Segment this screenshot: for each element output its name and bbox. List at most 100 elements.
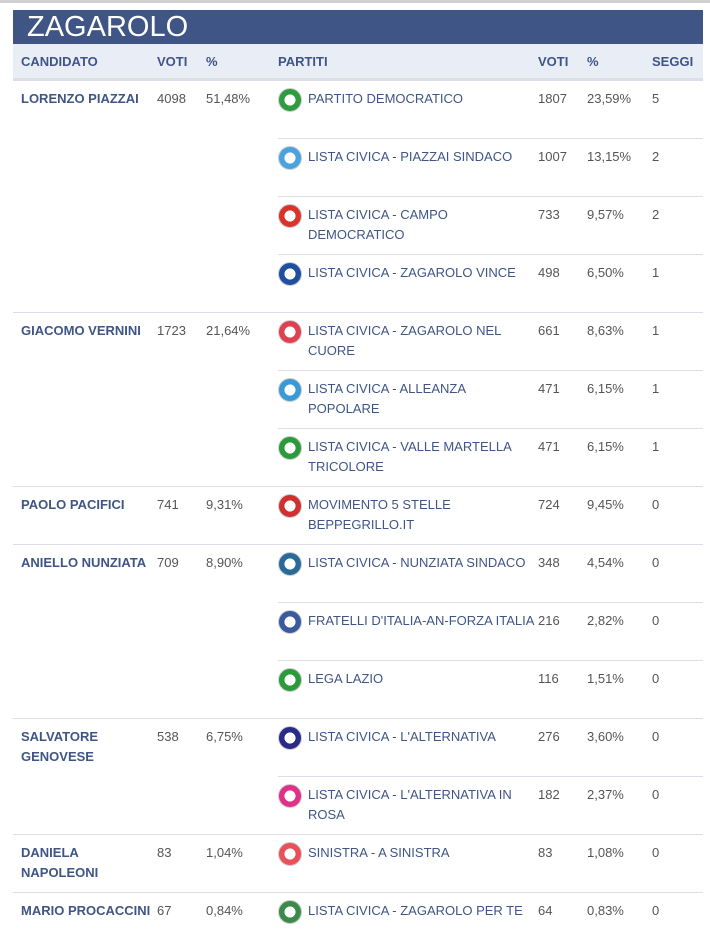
party-logo-icon	[278, 204, 302, 228]
table-row: GIACOMO VERNINI 1723 21,64% LISTA CIVICA …	[13, 313, 703, 371]
candidate-name: SALVATORE GENOVESE	[21, 719, 157, 776]
party-pct: 2,82%	[587, 603, 652, 660]
party-seats: 1	[652, 255, 703, 312]
candidate-pct: 21,64%	[206, 313, 278, 370]
candidate-votes: 709	[157, 545, 206, 602]
party-pct: 13,15%	[587, 139, 652, 196]
party-pct: 2,37%	[587, 777, 652, 834]
header-candidate: CANDIDATO	[13, 44, 157, 80]
candidate-votes: 538	[157, 719, 206, 776]
candidate-pct: 0,84%	[206, 893, 278, 950]
party-votes: 724	[538, 487, 587, 544]
header-pct: %	[206, 44, 278, 80]
candidate-pct: 6,75%	[206, 719, 278, 776]
party-pct: 6,50%	[587, 255, 652, 312]
party-votes: 348	[538, 545, 587, 602]
party-votes: 64	[538, 893, 587, 950]
table-row: ANIELLO NUNZIATA 709 8,90%LISTA CIVICA -…	[13, 545, 703, 603]
party-name: LISTA CIVICA - ZAGAROLO VINCE	[308, 263, 516, 312]
party-seats: 0	[652, 835, 703, 892]
party-votes: 661	[538, 313, 587, 370]
party-votes: 471	[538, 429, 587, 486]
table-row: LORENZO PIAZZAI 4098 51,48%PARTITO DEMOC…	[13, 80, 703, 139]
candidate-votes: 4098	[157, 81, 206, 138]
candidate-votes: 741	[157, 487, 206, 544]
party-name: LISTA CIVICA - VALLE MARTELLA TRICOLORE	[308, 437, 538, 486]
party-name: LISTA CIVICA - PIAZZAI SINDACO	[308, 147, 512, 196]
table-row: SALVATORE GENOVESE 538 6,75% LISTA CIVICA…	[13, 719, 703, 777]
party-pct: 6,15%	[587, 371, 652, 428]
party-votes: 83	[538, 835, 587, 892]
header-votes: VOTI	[157, 44, 206, 80]
party-logo-icon	[278, 436, 302, 460]
party-pct: 6,15%	[587, 429, 652, 486]
candidate-votes: 67	[157, 893, 206, 950]
party-seats: 1	[652, 371, 703, 428]
candidate-name: DANIELA NAPOLEONI	[21, 835, 157, 892]
party-pct: 3,60%	[587, 719, 652, 776]
party-seats: 1	[652, 429, 703, 486]
window-top-border	[0, 0, 710, 3]
party-name: FRATELLI D'ITALIA-AN-FORZA ITALIA	[308, 611, 534, 660]
candidate-pct: 51,48%	[206, 81, 278, 138]
candidate-pct: 9,31%	[206, 487, 278, 544]
party-logo-icon	[278, 900, 302, 924]
party-name: LISTA CIVICA - ALLEANZA POPOLARE	[308, 379, 538, 428]
party-logo-icon	[278, 784, 302, 808]
party-logo-icon	[278, 668, 302, 692]
header-party-pct: %	[587, 44, 652, 80]
party-logo-icon	[278, 146, 302, 170]
party-seats: 2	[652, 197, 703, 254]
results-table: CANDIDATO VOTI % PARTITI VOTI % SEGGI LO…	[13, 44, 703, 950]
party-name: LISTA CIVICA - L'ALTERNATIVA	[308, 727, 496, 776]
party-name: PARTITO DEMOCRATICO	[308, 89, 463, 138]
party-name: LISTA CIVICA - CAMPO DEMOCRATICO	[308, 205, 538, 254]
party-votes: 498	[538, 255, 587, 312]
party-seats: 0	[652, 487, 703, 544]
party-seats: 0	[652, 893, 703, 950]
party-votes: 216	[538, 603, 587, 660]
candidate-name: GIACOMO VERNINI	[21, 313, 157, 370]
party-votes: 1807	[538, 81, 587, 138]
results-panel: ZAGAROLO CANDIDATO VOTI % PARTITI VOTI %…	[13, 10, 703, 950]
party-votes: 276	[538, 719, 587, 776]
party-name: LISTA CIVICA - ZAGAROLO PER TE	[308, 901, 523, 950]
page-title: ZAGAROLO	[13, 10, 703, 44]
candidate-votes: 1723	[157, 313, 206, 370]
party-pct: 1,08%	[587, 835, 652, 892]
party-pct: 8,63%	[587, 313, 652, 370]
candidate-name: MARIO PROCACCINI	[21, 893, 157, 950]
party-name: LEGA LAZIO	[308, 669, 383, 718]
party-pct: 9,57%	[587, 197, 652, 254]
party-pct: 4,54%	[587, 545, 652, 602]
party-name: MOVIMENTO 5 STELLE BEPPEGRILLO.IT	[308, 495, 538, 544]
party-pct: 9,45%	[587, 487, 652, 544]
party-seats: 0	[652, 719, 703, 776]
party-pct: 0,83%	[587, 893, 652, 950]
party-name: LISTA CIVICA - ZAGAROLO NEL CUORE	[308, 321, 538, 370]
party-votes: 471	[538, 371, 587, 428]
party-logo-icon	[278, 610, 302, 634]
party-votes: 733	[538, 197, 587, 254]
candidate-pct: 8,90%	[206, 545, 278, 602]
party-name: LISTA CIVICA - NUNZIATA SINDACO	[308, 553, 525, 602]
candidate-pct: 1,04%	[206, 835, 278, 892]
candidate-votes: 83	[157, 835, 206, 892]
party-seats: 1	[652, 313, 703, 370]
table-row: MARIO PROCACCINI 67 0,84% LISTA CIVICA - …	[13, 893, 703, 950]
party-seats: 0	[652, 661, 703, 718]
party-logo-icon	[278, 88, 302, 112]
party-pct: 1,51%	[587, 661, 652, 718]
party-votes: 116	[538, 661, 587, 718]
party-name: SINISTRA - A SINISTRA	[308, 843, 450, 892]
candidate-name: PAOLO PACIFICI	[21, 487, 157, 544]
header-seats: SEGGI	[652, 44, 703, 80]
party-seats: 5	[652, 81, 703, 138]
party-seats: 0	[652, 777, 703, 834]
party-logo-icon	[278, 262, 302, 286]
party-votes: 182	[538, 777, 587, 834]
party-seats: 0	[652, 603, 703, 660]
party-logo-icon	[278, 842, 302, 866]
party-logo-icon	[278, 378, 302, 402]
party-logo-icon	[278, 552, 302, 576]
